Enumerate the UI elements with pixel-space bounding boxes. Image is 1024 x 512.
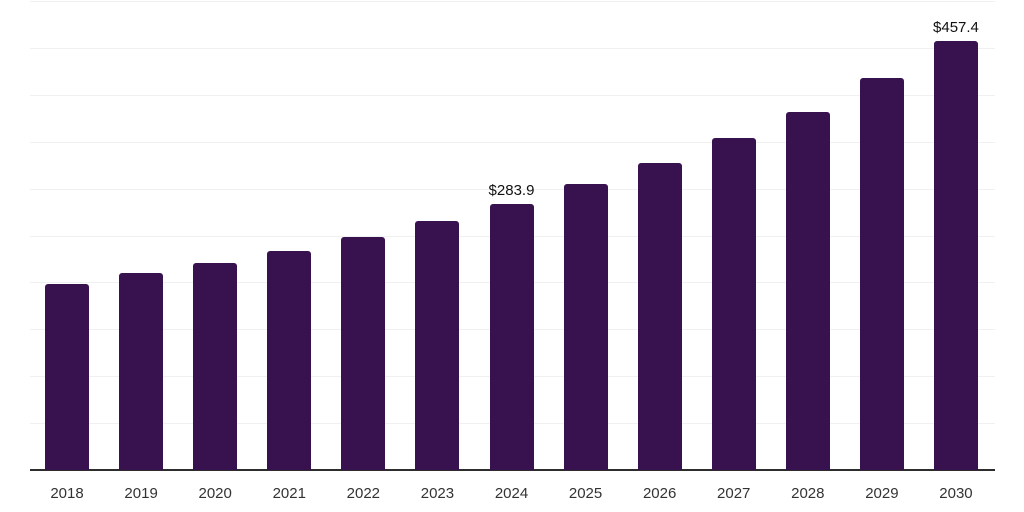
x-tick-label-2026: 2026 (642, 485, 677, 502)
bar-2027 (711, 138, 756, 470)
bar-2019 (119, 273, 164, 470)
bar-2021 (267, 251, 312, 470)
x-tick-label-2029: 2029 (865, 485, 899, 502)
bar-2022 (341, 236, 386, 470)
bar-2018 (45, 284, 90, 470)
bar-2020 (193, 263, 238, 470)
x-tick-label-2019: 2019 (124, 485, 158, 502)
x-tick-label-2021: 2021 (272, 485, 306, 502)
bar-2025 (563, 183, 608, 470)
x-tick-label-2023: 2023 (420, 485, 455, 502)
x-tick-label-2028: 2028 (791, 485, 825, 502)
x-tick-label-2020: 2020 (198, 485, 232, 502)
bar-2026 (637, 162, 682, 470)
bar-2023 (415, 221, 460, 470)
bar-2029 (859, 78, 904, 470)
x-tick-label-2027: 2027 (717, 485, 751, 502)
bar-2028 (785, 111, 830, 470)
bar-value-label-2030: $457.4 (933, 18, 979, 36)
x-tick-label-2022: 2022 (346, 485, 381, 502)
x-tick-label-2018: 2018 (50, 485, 84, 502)
x-axis-line (30, 469, 995, 471)
x-tick-label-2030: 2030 (939, 485, 973, 502)
x-tick-label-2025: 2025 (568, 485, 603, 502)
bar-2024 (489, 203, 534, 470)
bar-value-label-2024: $283.9 (488, 181, 535, 199)
x-tick-label-2024: 2024 (494, 485, 529, 502)
bar-2030 (933, 40, 978, 470)
